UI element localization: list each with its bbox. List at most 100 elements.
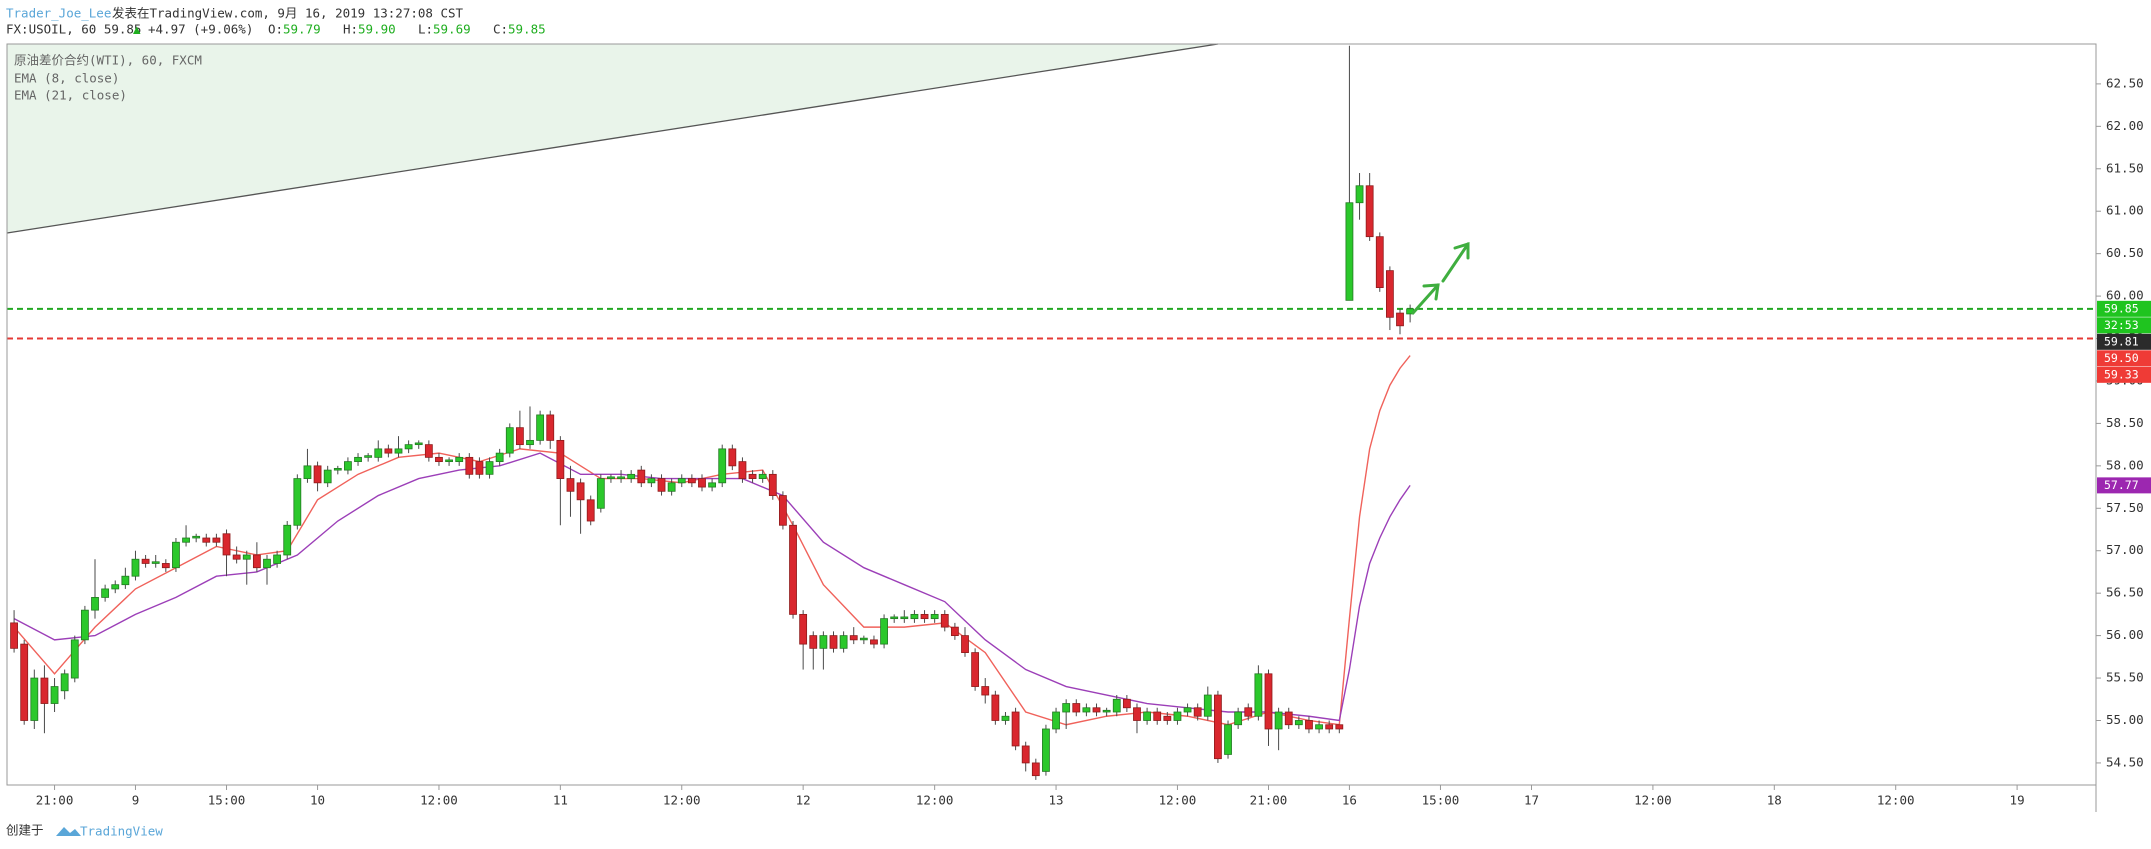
candle-body	[1264, 673, 1273, 730]
ohlc-label: C:	[493, 22, 508, 37]
price-label-bg	[2097, 333, 2151, 350]
ohlc-value: 59.85	[508, 22, 546, 37]
legend-title: 原油差价合约(WTI), 60, FXCM	[14, 53, 202, 68]
candle-body	[647, 478, 656, 484]
candle-body	[1011, 711, 1020, 747]
candle-body	[263, 558, 271, 569]
symbol: FX:USOIL, 60 59.85	[6, 22, 141, 37]
candle-body	[1143, 711, 1151, 721]
arrow	[1411, 283, 1440, 315]
price-label-bg	[2097, 366, 2151, 383]
candle-body	[890, 616, 899, 620]
candle-body	[70, 639, 79, 679]
candle-body	[10, 622, 18, 649]
candle-body	[121, 575, 130, 586]
y-tick-label: 60.00	[2106, 288, 2144, 303]
candle-body	[1254, 673, 1263, 717]
candle-body	[930, 613, 939, 620]
y-tick-label: 62.00	[2106, 118, 2144, 133]
candle-body	[505, 427, 514, 454]
y-tick-label: 57.00	[2106, 542, 2144, 557]
x-tick-label: 12:00	[916, 793, 954, 808]
candle-body	[849, 635, 858, 641]
candle-body	[313, 465, 322, 484]
created: 创建于	[6, 823, 44, 838]
x-tick-label: 11	[553, 793, 568, 808]
candle-body	[1112, 698, 1121, 713]
candle-body	[1396, 312, 1404, 327]
legend-ema8: EMA (8, close)	[14, 71, 119, 86]
candle-body	[900, 616, 909, 620]
candle-body	[20, 643, 29, 721]
candle-body	[981, 686, 990, 696]
candle-body	[1062, 703, 1071, 713]
candle-body	[961, 635, 969, 653]
candle-body	[708, 482, 717, 488]
candle-body	[546, 414, 555, 441]
candle-body	[586, 499, 595, 522]
y-tick-label: 61.00	[2106, 203, 2144, 218]
candle-body	[1345, 202, 1354, 301]
candle-body	[111, 584, 120, 590]
candle-body	[445, 459, 453, 463]
candle-body	[495, 452, 504, 463]
candle-body	[202, 537, 211, 543]
candle-body	[1325, 724, 1334, 730]
plot: 54.50 55.00 55.50 56.00 56.50 57.00 57.50 58.00…	[7, 45, 2151, 808]
candle-body	[1214, 694, 1222, 760]
candle-body	[1001, 715, 1010, 721]
x-tick-label: 10	[310, 793, 325, 808]
candle-body	[1284, 711, 1293, 726]
candle-body	[30, 677, 39, 721]
candle-body	[1203, 694, 1212, 717]
candle-body	[748, 473, 757, 479]
x-tick-label: 12:00	[420, 793, 458, 808]
candle-body	[384, 448, 393, 454]
published: 发表在TradingView.com, 9月 16, 2019 13:27:08…	[112, 6, 463, 21]
candle-body	[839, 635, 848, 649]
brand[interactable]: TradingView	[80, 824, 163, 839]
candle-body	[637, 469, 646, 484]
candle-body	[657, 478, 666, 492]
candle-body	[435, 456, 443, 463]
arrows	[1411, 241, 1470, 315]
x-tick-label: 13	[1049, 793, 1064, 808]
candle-body	[1385, 270, 1394, 318]
candle-body	[222, 533, 231, 556]
candle-body	[1163, 715, 1172, 721]
candle-body	[940, 613, 949, 628]
legend-ema21: EMA (21, close)	[14, 88, 127, 103]
candle-body	[1082, 707, 1091, 713]
price-label-bg	[2097, 300, 2151, 317]
x-tick-label: 12	[796, 793, 811, 808]
x-tick-label: 17	[1524, 793, 1539, 808]
candle-body	[161, 563, 170, 569]
candle-body	[333, 467, 342, 471]
ohlc-value: 59.79	[283, 22, 321, 37]
x-tick-label: 15:00	[208, 793, 246, 808]
price-label: 59.33	[2104, 367, 2139, 381]
change: +4.97 (+9.06%)	[148, 22, 253, 37]
x-tick-label: 19	[2010, 793, 2025, 808]
ohlc-value: 59.69	[433, 22, 471, 37]
candle-body	[566, 478, 575, 492]
candle-body	[758, 473, 767, 479]
candle-body	[910, 613, 919, 620]
y-tick-label: 55.00	[2106, 712, 2144, 727]
author[interactable]: Trader_Joe_Lee	[6, 6, 111, 21]
candle-body	[485, 461, 494, 475]
candle-body	[576, 482, 585, 501]
price-label: 59.85	[2104, 301, 2139, 315]
y-tick-label: 56.00	[2106, 627, 2144, 642]
arrow-head	[1422, 283, 1440, 301]
price-label-bg	[2097, 317, 2151, 334]
candle-body	[1355, 185, 1364, 204]
candle-body	[880, 618, 888, 645]
candle-body	[819, 635, 828, 649]
candle-body	[252, 554, 261, 569]
candle-body	[242, 554, 251, 560]
candle-body	[991, 694, 1000, 721]
candle-body	[80, 609, 89, 641]
x-tick-label: 16	[1342, 793, 1357, 808]
candle-body	[374, 448, 383, 458]
